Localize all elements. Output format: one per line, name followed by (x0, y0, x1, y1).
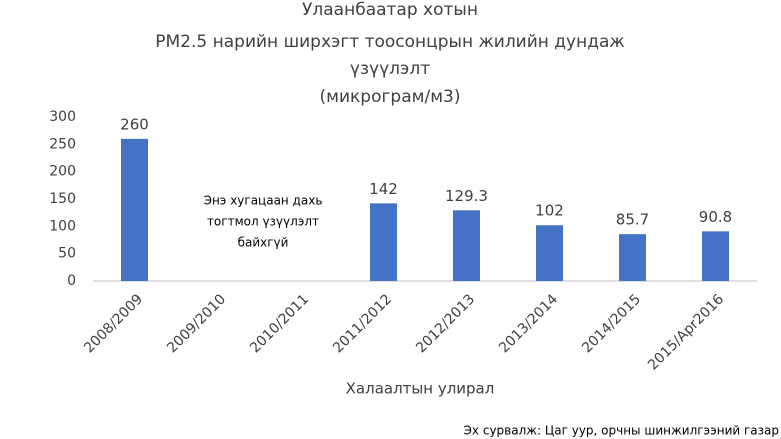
x-axis-title: Халаалтын улирал (346, 380, 495, 398)
x-tick-label: 2011/2012 (330, 291, 395, 356)
value-label: 85.7 (616, 211, 649, 229)
x-tick-label: 2015/Apr2016 (645, 291, 727, 373)
annotation: Энэ хугацаан дахь (204, 194, 323, 208)
annotation: тогтмол үзүүлэлт (207, 215, 319, 229)
value-label: 260 (120, 115, 149, 133)
y-tick-label: 100 (49, 218, 76, 234)
x-tick-label: 2009/2010 (164, 291, 229, 356)
annotation: байхгүй (238, 236, 289, 250)
bar (370, 203, 397, 281)
y-tick-label: 0 (67, 273, 76, 289)
x-tick-label: 2014/2015 (579, 291, 644, 356)
bar (619, 234, 646, 281)
y-tick-label: 150 (49, 191, 76, 207)
bar (702, 231, 729, 281)
chart-title: үзүүлэлт (350, 59, 430, 79)
x-tick-label: 2008/2009 (81, 291, 146, 356)
value-label: 90.8 (699, 208, 732, 226)
y-tick-label: 300 (49, 109, 76, 125)
bar (453, 210, 480, 281)
x-tick-label: 2010/2011 (247, 291, 312, 356)
y-tick-label: 250 (49, 136, 76, 152)
value-label: 142 (369, 180, 398, 198)
chart-title: Улаанбаатар хотын (302, 0, 478, 20)
chart-title: PM2.5 нарийн ширхэгт тоосонцрын жилийн д… (155, 32, 624, 52)
chart-title: (микрограм/м3) (320, 87, 461, 107)
x-tick-label: 2012/2013 (413, 291, 478, 356)
source-note: Эх сурвалж: Цаг уур, орчны шинжилгээний … (464, 424, 779, 438)
bar (121, 138, 148, 281)
x-tick-label: 2013/2014 (496, 291, 561, 356)
value-label: 129.3 (445, 187, 488, 205)
y-tick-label: 50 (58, 246, 76, 262)
bar (536, 225, 563, 281)
y-tick-label: 200 (49, 164, 76, 180)
value-label: 102 (535, 202, 564, 220)
